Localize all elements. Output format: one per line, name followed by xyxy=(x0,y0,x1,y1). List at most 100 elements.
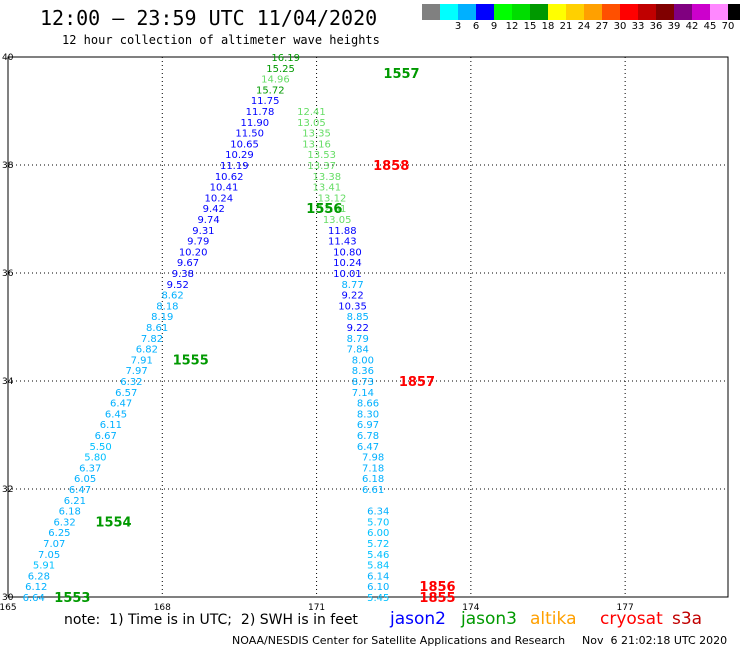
data-point-label: 6.18 xyxy=(362,474,384,485)
data-point-label: 14.96 xyxy=(261,75,290,86)
data-point-label: 9.22 xyxy=(347,323,369,334)
data-point-label: 7.18 xyxy=(362,463,384,474)
data-point-label: 12.91 xyxy=(318,204,347,215)
y-tick-label: 34 xyxy=(2,377,14,387)
y-tick-label: 40 xyxy=(2,53,14,63)
data-point-label: 5.45 xyxy=(367,593,389,604)
data-point-label: 8.79 xyxy=(347,334,369,345)
data-point-label: 8.36 xyxy=(352,366,374,377)
data-point-label: 6.97 xyxy=(357,420,379,431)
legend-swatch xyxy=(620,4,638,20)
data-point-label: 10.29 xyxy=(225,150,254,161)
legend-swatch xyxy=(728,4,740,20)
data-point-label: 13.12 xyxy=(318,193,347,204)
x-tick-label: 174 xyxy=(462,603,479,613)
data-point-label: 5.50 xyxy=(89,442,111,453)
pass-id-label: 1557 xyxy=(383,67,419,82)
data-point-label: 11.88 xyxy=(328,226,357,237)
pass-id-label: 1857 xyxy=(399,375,435,390)
legend-label: 27 xyxy=(595,21,609,32)
data-point-label: 11.43 xyxy=(328,237,357,248)
satellite-label: jason2 xyxy=(390,609,446,629)
data-point-label: 13.53 xyxy=(307,150,336,161)
data-point-label: 7.82 xyxy=(141,334,163,345)
data-point-label: 9.67 xyxy=(177,258,199,269)
legend-swatch xyxy=(692,4,710,20)
data-point-label: 8.00 xyxy=(352,355,374,366)
legend-label: 36 xyxy=(649,21,663,32)
legend-label: 15 xyxy=(523,21,537,32)
data-point-label: 12.41 xyxy=(297,107,326,118)
data-point-label: 10.80 xyxy=(333,247,362,258)
data-point-label: 6.64 xyxy=(23,593,45,604)
data-point-label: 11.75 xyxy=(251,96,280,107)
generated-timestamp: Nov 6 21:02:18 UTC 2020 xyxy=(582,634,728,647)
data-point-label: 10.01 xyxy=(333,269,362,280)
data-point-label: 6.61 xyxy=(362,485,384,496)
data-point-label: 11.90 xyxy=(241,118,270,129)
data-point-label: 9.31 xyxy=(192,226,214,237)
data-point-label: 10.24 xyxy=(205,193,234,204)
data-point-label: 8.18 xyxy=(156,301,178,312)
data-point-label: 6.00 xyxy=(367,528,389,539)
y-tick-label: 36 xyxy=(2,269,14,279)
data-point-label: 6.45 xyxy=(105,409,127,420)
satellite-label: cryosat xyxy=(600,609,663,629)
data-point-label: 5.46 xyxy=(367,550,389,561)
x-tick-label: 171 xyxy=(308,603,325,613)
data-point-label: 6.21 xyxy=(64,496,86,507)
data-point-label: 7.97 xyxy=(125,366,147,377)
x-tick-label: 168 xyxy=(154,603,171,613)
legend-swatch xyxy=(440,4,458,20)
data-point-label: 8.66 xyxy=(357,399,379,410)
data-point-label: 13.41 xyxy=(313,183,342,194)
legend-swatch xyxy=(602,4,620,20)
legend-swatch xyxy=(674,4,692,20)
data-point-label: 10.24 xyxy=(333,258,362,269)
x-tick-label: 165 xyxy=(0,603,17,613)
legend-label: 42 xyxy=(685,21,699,32)
pass-id-label: 1554 xyxy=(95,515,131,530)
data-point-label: 9.42 xyxy=(203,204,225,215)
data-point-label: 8.30 xyxy=(357,409,379,420)
data-point-label: 6.78 xyxy=(357,431,379,442)
data-point-label: 8.77 xyxy=(341,280,363,291)
legend-swatch xyxy=(584,4,602,20)
legend-label: 9 xyxy=(490,21,498,32)
data-point-label: 8.73 xyxy=(352,377,374,388)
data-point-label: 7.05 xyxy=(38,550,60,561)
data-point-label: 10.41 xyxy=(210,183,239,194)
legend-swatch xyxy=(476,4,494,20)
data-point-label: 13.05 xyxy=(323,215,352,226)
data-point-label: 13.16 xyxy=(302,139,331,150)
data-point-label: 6.47 xyxy=(357,442,379,453)
data-point-label: 9.52 xyxy=(167,280,189,291)
data-point-label: 9.38 xyxy=(172,269,194,280)
satellite-label: s3a xyxy=(672,609,703,629)
legend-swatch xyxy=(512,4,530,20)
data-point-label: 10.35 xyxy=(338,301,367,312)
data-point-label: 15.25 xyxy=(266,64,295,75)
data-point-label: 6.47 xyxy=(110,399,132,410)
legend-label: 30 xyxy=(613,21,627,32)
legend-swatch xyxy=(458,4,476,20)
data-point-label: 13.35 xyxy=(302,129,331,140)
legend-label: 12 xyxy=(505,21,519,32)
chart-subtitle: 12 hour collection of altimeter wave hei… xyxy=(62,33,380,47)
satellite-label: altika xyxy=(530,609,577,629)
data-point-label: 9.74 xyxy=(197,215,219,226)
x-tick-label: 177 xyxy=(617,603,634,613)
credit-text: NOAA/NESDIS Center for Satellite Applica… xyxy=(232,634,566,647)
pass-id-label: 1553 xyxy=(54,591,90,606)
data-point-label: 7.14 xyxy=(352,388,374,399)
data-point-label: 9.22 xyxy=(341,291,363,302)
legend-label: 21 xyxy=(559,21,573,32)
data-point-label: 6.12 xyxy=(25,582,47,593)
legend-label: 24 xyxy=(577,21,591,32)
data-point-label: 10.62 xyxy=(215,172,244,183)
data-point-label: 7.91 xyxy=(131,355,153,366)
data-point-label: 11.78 xyxy=(246,107,275,118)
legend-label: 3 xyxy=(454,21,462,32)
data-point-label: 7.98 xyxy=(362,453,384,464)
